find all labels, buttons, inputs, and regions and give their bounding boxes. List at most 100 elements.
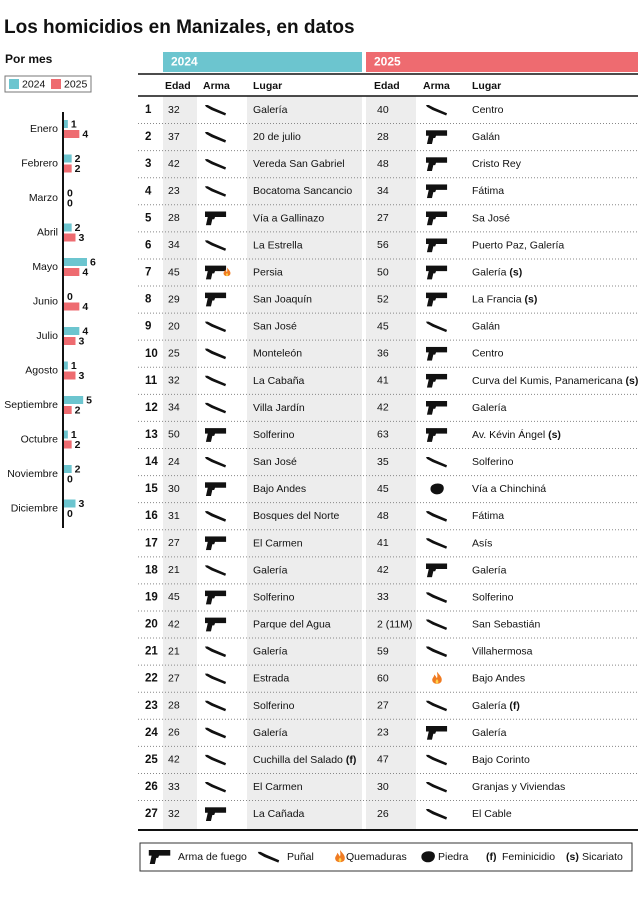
value-label: 1 xyxy=(71,429,77,441)
place: Estrada xyxy=(253,672,289,684)
bar xyxy=(64,154,72,163)
place: Av. Kévin Ángel (s) xyxy=(472,428,561,441)
age: 50 xyxy=(168,429,180,441)
place-name: Bosques del Norte xyxy=(253,510,340,522)
place-name: La Francia xyxy=(472,293,522,305)
place: San Joaquín xyxy=(253,293,312,305)
row-number: 15 xyxy=(145,483,158,495)
legend-label: Puñal xyxy=(287,851,314,863)
column-header: Arma xyxy=(423,80,450,92)
age: 24 xyxy=(168,456,180,468)
age: 48 xyxy=(377,158,389,170)
value-label: 3 xyxy=(79,335,85,347)
legend-label: Arma de fuego xyxy=(178,851,247,863)
legend-label: 2025 xyxy=(64,78,88,90)
place-name: Monteleón xyxy=(253,348,302,360)
place: La Francia (s) xyxy=(472,293,537,305)
age: 45 xyxy=(377,483,389,495)
place-name: Vía a Chinchiná xyxy=(472,483,546,495)
place-name: Av. Kévin Ángel xyxy=(472,428,545,441)
place-name: Persia xyxy=(253,266,283,278)
place-name: Vereda San Gabriel xyxy=(253,158,345,170)
age: 32 xyxy=(168,375,180,387)
age: 42 xyxy=(168,158,180,170)
place: Parque del Agua xyxy=(253,618,331,630)
place: Solferino xyxy=(472,456,514,468)
row-number: 26 xyxy=(145,781,158,793)
age: 26 xyxy=(168,727,180,739)
age: 59 xyxy=(377,645,389,657)
category-label: Enero xyxy=(30,123,58,135)
place: Vereda San Gabriel xyxy=(253,158,345,170)
place-name: Galería xyxy=(472,727,507,739)
legend-label: 2024 xyxy=(22,78,46,90)
place: La Cabaña xyxy=(253,375,305,387)
row-number: 2 xyxy=(145,131,151,143)
row-number: 14 xyxy=(145,456,158,468)
bar xyxy=(64,406,72,414)
place-name: Puerto Paz, Galería xyxy=(472,239,564,251)
group-label: 2024 xyxy=(171,55,198,69)
age: 33 xyxy=(377,591,389,603)
row-number: 21 xyxy=(145,646,158,658)
place-name: Solferino xyxy=(253,591,295,603)
column-header: Arma xyxy=(203,80,230,92)
place-name: 20 de julio xyxy=(253,131,301,143)
place-name: Cristo Rey xyxy=(472,158,522,170)
place-name: Bajo Corinto xyxy=(472,754,530,766)
place: Centro xyxy=(472,104,504,116)
place: Solferino xyxy=(253,429,295,441)
age: 30 xyxy=(377,781,389,793)
row-number: 1 xyxy=(145,104,152,116)
row-number: 10 xyxy=(145,348,158,360)
age: 21 xyxy=(168,564,180,576)
place-name: Galería xyxy=(253,564,288,576)
age: 41 xyxy=(377,537,389,549)
value-label: 0 xyxy=(67,291,73,303)
age: 21 xyxy=(168,645,180,657)
chart-title: Por mes xyxy=(5,52,53,66)
column-header: Lugar xyxy=(253,80,282,92)
bar xyxy=(64,327,80,335)
age: 27 xyxy=(168,537,180,549)
value-label: 2 xyxy=(75,163,81,175)
value-label: 3 xyxy=(79,232,85,244)
place-name: Vía a Gallinazo xyxy=(253,212,324,224)
bar xyxy=(64,223,72,232)
place: Solferino xyxy=(253,591,295,603)
legend-box xyxy=(139,842,633,872)
value-label: 6 xyxy=(90,256,96,268)
place-name: Parque del Agua xyxy=(253,618,331,630)
place-name: La Cañada xyxy=(253,808,305,820)
place-name: El Carmen xyxy=(253,537,303,549)
age: 37 xyxy=(168,131,180,143)
row-number: 25 xyxy=(145,754,158,766)
column-header: Lugar xyxy=(472,80,501,92)
bar xyxy=(64,361,68,370)
legend-swatch xyxy=(9,79,19,89)
age: 41 xyxy=(377,375,389,387)
place: Villahermosa xyxy=(472,645,533,657)
place: Curva del Kumis, Panamericana (s) xyxy=(472,375,638,387)
age: 26 xyxy=(377,808,389,820)
group-label: 2025 xyxy=(374,55,401,69)
row-number: 27 xyxy=(145,808,158,820)
place-name: El Carmen xyxy=(253,781,303,793)
place: Vía a Gallinazo xyxy=(253,212,324,224)
row-number: 8 xyxy=(145,294,152,306)
place: Galería xyxy=(472,727,507,739)
row-number: 17 xyxy=(145,537,158,549)
place: Galería (s) xyxy=(472,266,522,278)
legend-key: (s) xyxy=(566,851,579,863)
place: Galán xyxy=(472,320,500,332)
row-number: 20 xyxy=(145,619,158,631)
place: Cuchilla del Salado (f) xyxy=(253,754,356,766)
place: Solferino xyxy=(472,591,514,603)
value-label: 4 xyxy=(82,301,88,313)
place: Galería xyxy=(472,564,507,576)
age: 34 xyxy=(168,239,180,251)
place: Puerto Paz, Galería xyxy=(472,239,564,251)
place: Centro xyxy=(472,348,504,360)
place-name: Galán xyxy=(472,131,500,143)
place: Asís xyxy=(472,537,492,549)
